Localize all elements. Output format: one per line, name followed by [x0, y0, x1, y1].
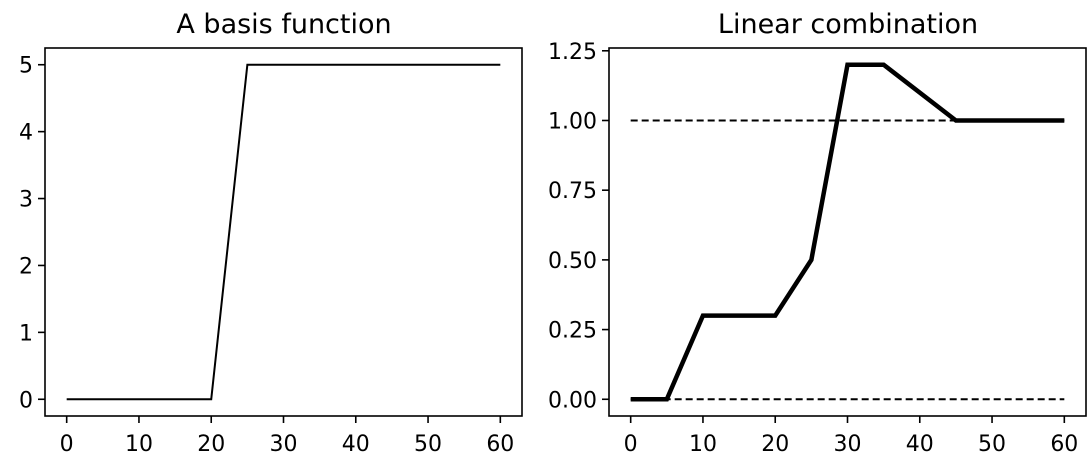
linear-combination-x-tick-label-3: 30 [834, 432, 862, 457]
basis-function-y-tick-label-4: 4 [19, 121, 33, 146]
linear-combination-x-tick-label-2: 20 [761, 432, 789, 457]
basis-function-x-tick-label-6: 60 [486, 432, 514, 457]
basis-function-y-tick-label-1: 1 [19, 321, 33, 346]
basis-function-series [66, 63, 501, 401]
linear-combination-x-tick-label-1: 10 [689, 432, 717, 457]
basis-function-y-tick-label-0: 0 [19, 388, 33, 413]
linear-combination-y-tick-label-3: 0.75 [548, 179, 597, 204]
basis-function-x-tick-label-1: 10 [125, 432, 153, 457]
linear-combination-panel: Linear combination 0 10 20 30 40 50 60 0.00 0.25… [548, 9, 1087, 457]
basis-function-y-tick-label-2: 2 [19, 254, 33, 279]
linear-combination-series [630, 62, 1065, 402]
linear-combination-x-tick-label-5: 50 [978, 432, 1006, 457]
basis-function-series-0-line [66, 63, 501, 401]
basis-function-x-tick-label-4: 40 [342, 432, 370, 457]
basis-function-x-tick-label-3: 30 [270, 432, 298, 457]
linear-combination-y-tick-label-1: 0.25 [548, 319, 597, 344]
linear-combination-y-tick-label-4: 1.00 [548, 109, 597, 134]
basis-function-panel: A basis function 0 10 20 30 40 50 60 0 1 2 3 4 5 [19, 9, 523, 457]
basis-function-y-tick-label-5: 5 [19, 54, 33, 79]
linear-combination-axes [608, 47, 1087, 417]
linear-combination-y-tick-label-5: 1.25 [548, 40, 597, 65]
basis-function-axes [44, 47, 523, 417]
linear-combination-x-tick-label-6: 60 [1050, 432, 1078, 457]
linear-combination-y-tick-label-0: 0.00 [548, 388, 597, 413]
basis-function-x-tick-label-5: 50 [414, 432, 442, 457]
basis-function-x-tick-label-2: 20 [197, 432, 225, 457]
linear-combination-ticks: 0 10 20 30 40 50 60 0.00 0.25 0.50 0.75 1.00 1.25 [548, 40, 1078, 457]
basis-function-x-tick-label-0: 0 [60, 432, 74, 457]
basis-function-y-tick-label-3: 3 [19, 188, 33, 213]
linear-combination-title: Linear combination [718, 9, 978, 40]
basis-function-ticks: 0 10 20 30 40 50 60 0 1 2 3 4 5 [19, 54, 514, 457]
basis-function-title: A basis function [176, 9, 391, 40]
linear-combination-y-tick-label-2: 0.50 [548, 249, 597, 274]
linear-combination-x-tick-label-4: 40 [906, 432, 934, 457]
linear-combination-x-tick-label-0: 0 [624, 432, 638, 457]
linear-combination-series-0-line [630, 62, 1065, 402]
